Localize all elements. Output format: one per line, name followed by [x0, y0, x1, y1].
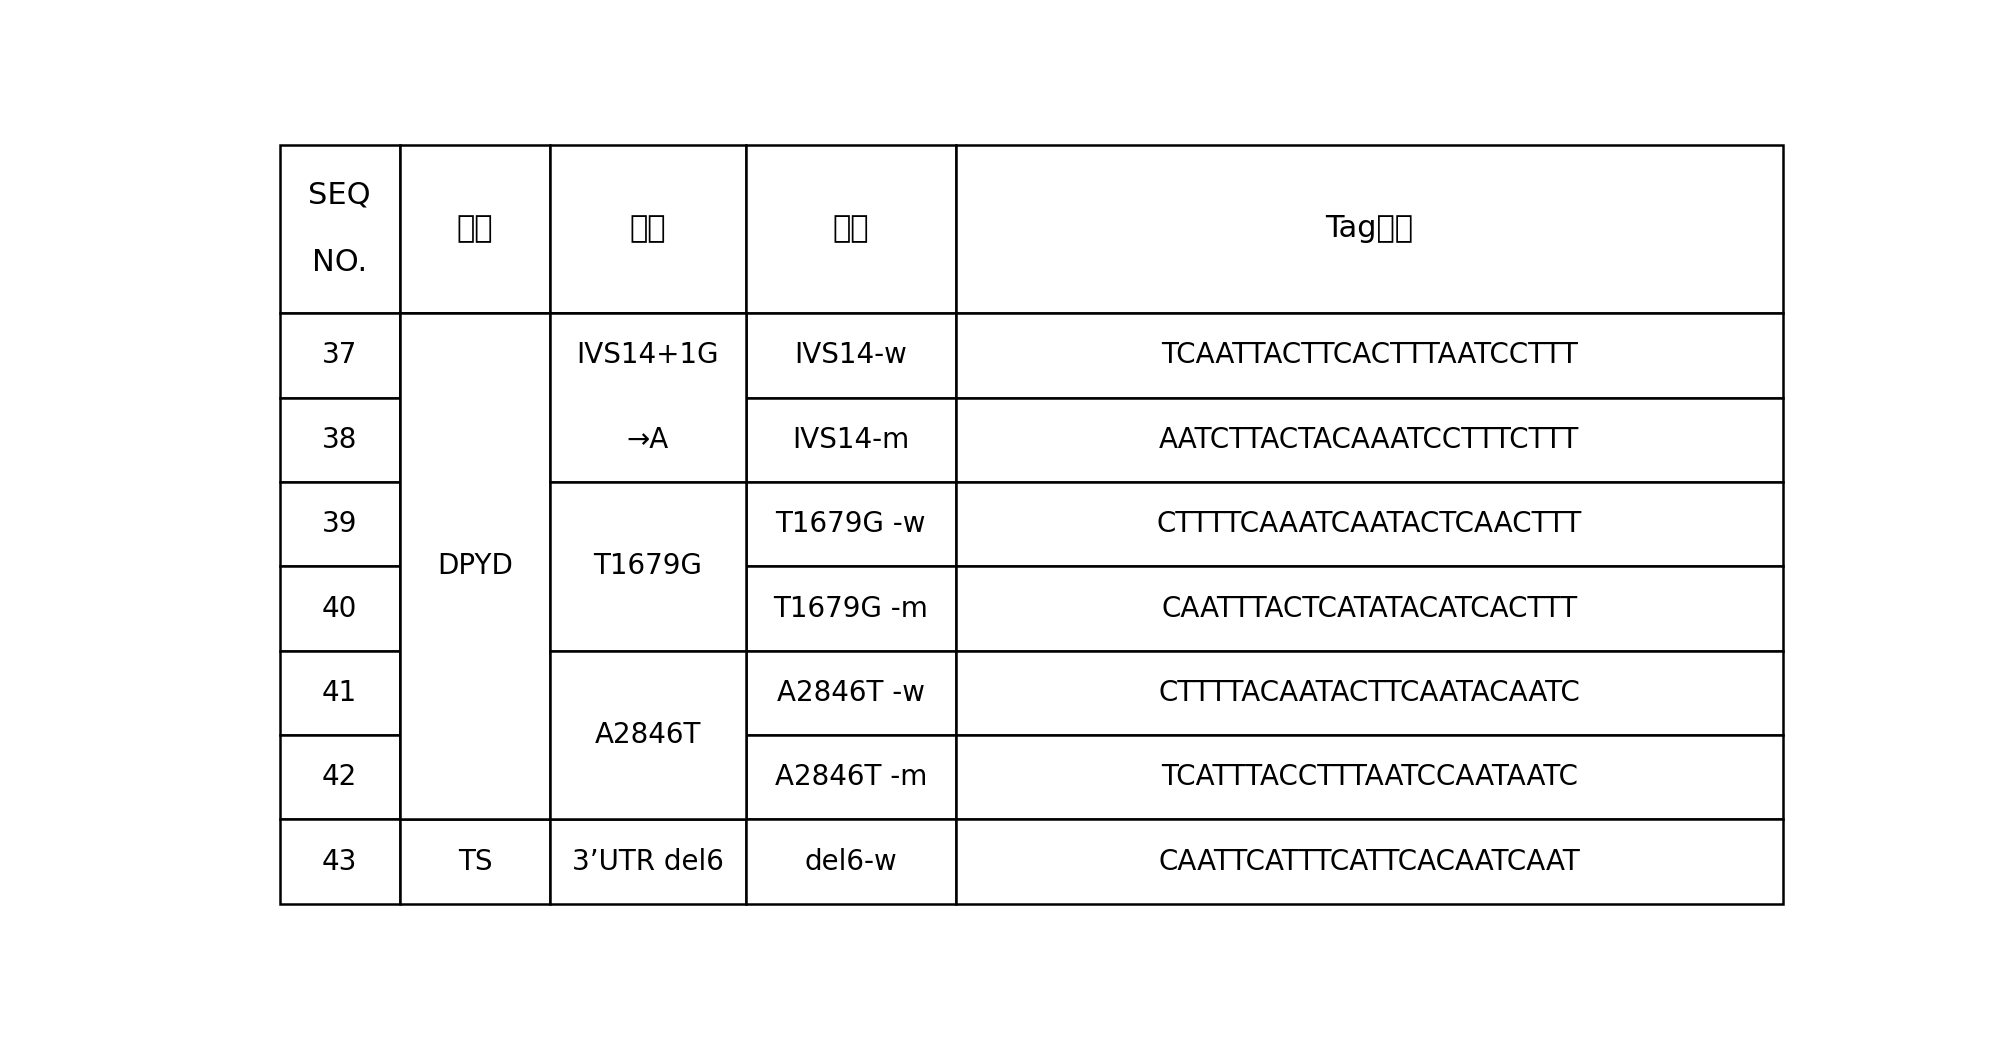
Bar: [549, 819, 746, 904]
Bar: [400, 482, 549, 567]
Text: SEQ: SEQ: [308, 181, 370, 210]
Bar: [956, 482, 1783, 567]
Text: AATCTTACTACAAATCCTTTCTTT: AATCTTACTACAAATCCTTTCTTT: [1159, 426, 1579, 454]
Bar: [549, 651, 746, 819]
Text: 40: 40: [322, 595, 358, 623]
Text: CAATTCATTTCATTCACAATCAAT: CAATTCATTTCATTCACAATCAAT: [1159, 848, 1579, 876]
Bar: [746, 482, 956, 567]
Bar: [400, 735, 549, 819]
Text: A2846T -m: A2846T -m: [775, 763, 928, 791]
Text: 基因: 基因: [457, 215, 493, 243]
Text: Tag序列: Tag序列: [1326, 215, 1412, 243]
Bar: [549, 651, 746, 735]
Text: A2846T -w: A2846T -w: [777, 679, 926, 707]
Text: 3’UTR del6: 3’UTR del6: [571, 848, 724, 876]
Text: TS: TS: [457, 848, 493, 876]
Text: 类型: 类型: [833, 215, 869, 243]
Bar: [280, 651, 400, 735]
Bar: [400, 313, 549, 398]
Text: T1679G -w: T1679G -w: [775, 511, 926, 538]
Text: CTTTTACAATACTTCAATACAATC: CTTTTACAATACTTCAATACAATC: [1159, 679, 1579, 707]
Bar: [549, 313, 746, 398]
Text: T1679G -m: T1679G -m: [773, 595, 928, 623]
Text: →A: →A: [626, 426, 668, 454]
Bar: [549, 144, 746, 313]
Bar: [280, 482, 400, 567]
Bar: [400, 819, 549, 904]
Bar: [746, 313, 956, 398]
Bar: [400, 398, 549, 482]
Bar: [746, 144, 956, 313]
Bar: [746, 651, 956, 735]
Bar: [549, 482, 746, 567]
Text: T1679G: T1679G: [594, 552, 702, 580]
Bar: [956, 567, 1783, 651]
Bar: [746, 567, 956, 651]
Bar: [956, 735, 1783, 819]
Bar: [746, 398, 956, 482]
Bar: [746, 735, 956, 819]
Text: IVS14-m: IVS14-m: [793, 426, 909, 454]
Text: 41: 41: [322, 679, 358, 707]
Text: CTTTTCAAATCAATACTCAACTTT: CTTTTCAAATCAATACTCAACTTT: [1157, 511, 1581, 538]
Text: DPYD: DPYD: [437, 552, 513, 580]
Text: 39: 39: [322, 511, 358, 538]
Text: 43: 43: [322, 848, 358, 876]
Bar: [549, 398, 746, 482]
Bar: [549, 482, 746, 651]
Text: 位点: 位点: [630, 215, 666, 243]
Bar: [549, 313, 746, 482]
Bar: [956, 313, 1783, 398]
Text: IVS14-w: IVS14-w: [795, 342, 907, 370]
Bar: [280, 398, 400, 482]
Text: TCATTTACCTTTAATCCAATAATC: TCATTTACCTTTAATCCAATAATC: [1161, 763, 1577, 791]
Bar: [400, 651, 549, 735]
Bar: [549, 567, 746, 651]
Bar: [400, 144, 549, 313]
Text: del6-w: del6-w: [805, 848, 897, 876]
Bar: [956, 144, 1783, 313]
Bar: [956, 819, 1783, 904]
Bar: [280, 313, 400, 398]
Bar: [549, 735, 746, 819]
Bar: [280, 144, 400, 313]
Bar: [956, 398, 1783, 482]
Text: 42: 42: [322, 763, 358, 791]
Text: A2846T: A2846T: [596, 721, 700, 749]
Bar: [746, 819, 956, 904]
Bar: [400, 567, 549, 651]
Bar: [280, 735, 400, 819]
Text: IVS14+1G: IVS14+1G: [577, 342, 718, 370]
Text: 38: 38: [322, 426, 358, 454]
Text: NO.: NO.: [312, 248, 368, 277]
Bar: [280, 567, 400, 651]
Text: CAATTTACTCATATACATCACTTT: CAATTTACTCATATACATCACTTT: [1161, 595, 1577, 623]
Text: TCAATTACTTCACTTTAATCCTTT: TCAATTACTTCACTTTAATCCTTT: [1161, 342, 1577, 370]
Bar: [280, 819, 400, 904]
Bar: [400, 313, 549, 819]
Text: 37: 37: [322, 342, 358, 370]
Bar: [956, 651, 1783, 735]
